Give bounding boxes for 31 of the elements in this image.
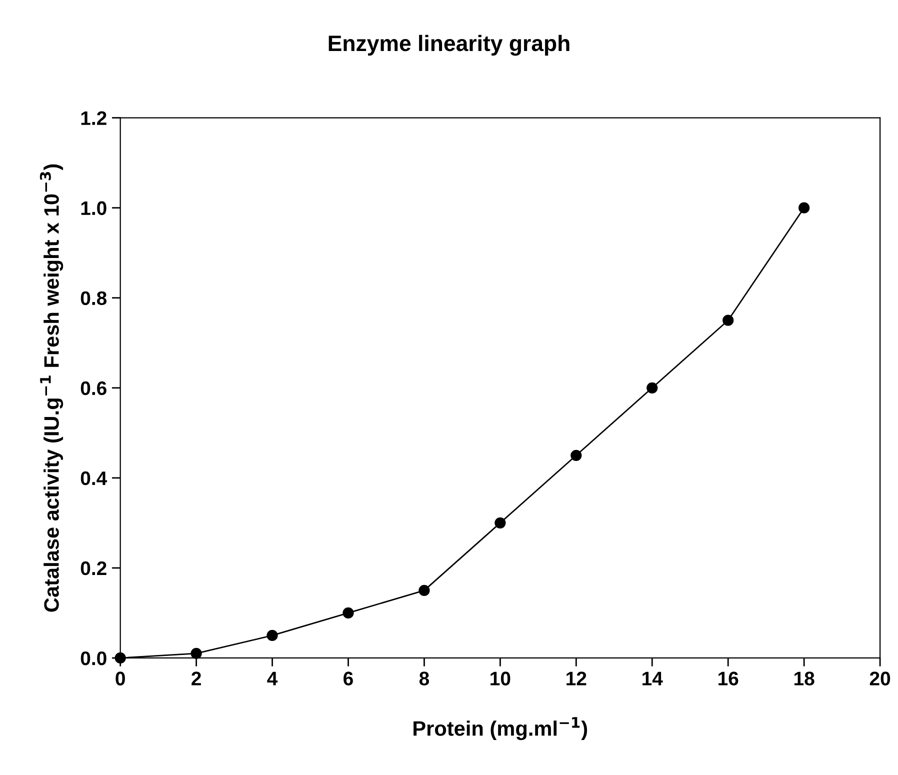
y-tick-label: 0.2 xyxy=(80,561,106,576)
y-tick-label: 0.4 xyxy=(80,471,108,486)
y-tick-label: 0.0 xyxy=(80,651,106,666)
y-tick-label: 0.6 xyxy=(80,381,106,396)
point xyxy=(646,382,658,394)
point xyxy=(570,450,582,461)
x-tick-label: 16 xyxy=(718,672,738,686)
x-tick-label: 12 xyxy=(566,672,586,686)
point xyxy=(494,517,506,528)
x-tick-label: 18 xyxy=(794,672,814,686)
point xyxy=(418,584,430,596)
x-tick-label: 6 xyxy=(344,672,353,686)
y-tick-label: 1.0 xyxy=(81,201,106,216)
y-tick-label: 0.8 xyxy=(80,291,107,306)
x-tick-label: 0 xyxy=(116,672,125,686)
chart-title: Enzyme linearity graph xyxy=(328,34,570,56)
y-tick-label: 1.2 xyxy=(81,111,106,125)
point xyxy=(190,648,202,660)
point xyxy=(342,607,354,619)
x-tick-label: 14 xyxy=(642,672,663,686)
x-tick-label: 10 xyxy=(490,672,510,686)
point xyxy=(114,652,126,664)
x-tick-label: 4 xyxy=(267,672,278,686)
x-tick-label: 20 xyxy=(870,672,890,686)
point xyxy=(266,630,278,642)
x-axis-title: Protein (mg.ml$^{−1}$) xyxy=(414,717,588,740)
y-axis-title: Catalase activity (IU.g$^{−1}$ Fresh weight x 10$^{−3}$) xyxy=(40,164,64,612)
point xyxy=(798,202,810,214)
x-tick-label: 2 xyxy=(192,672,201,686)
x-tick-label: 8 xyxy=(419,672,430,686)
point xyxy=(722,314,734,326)
